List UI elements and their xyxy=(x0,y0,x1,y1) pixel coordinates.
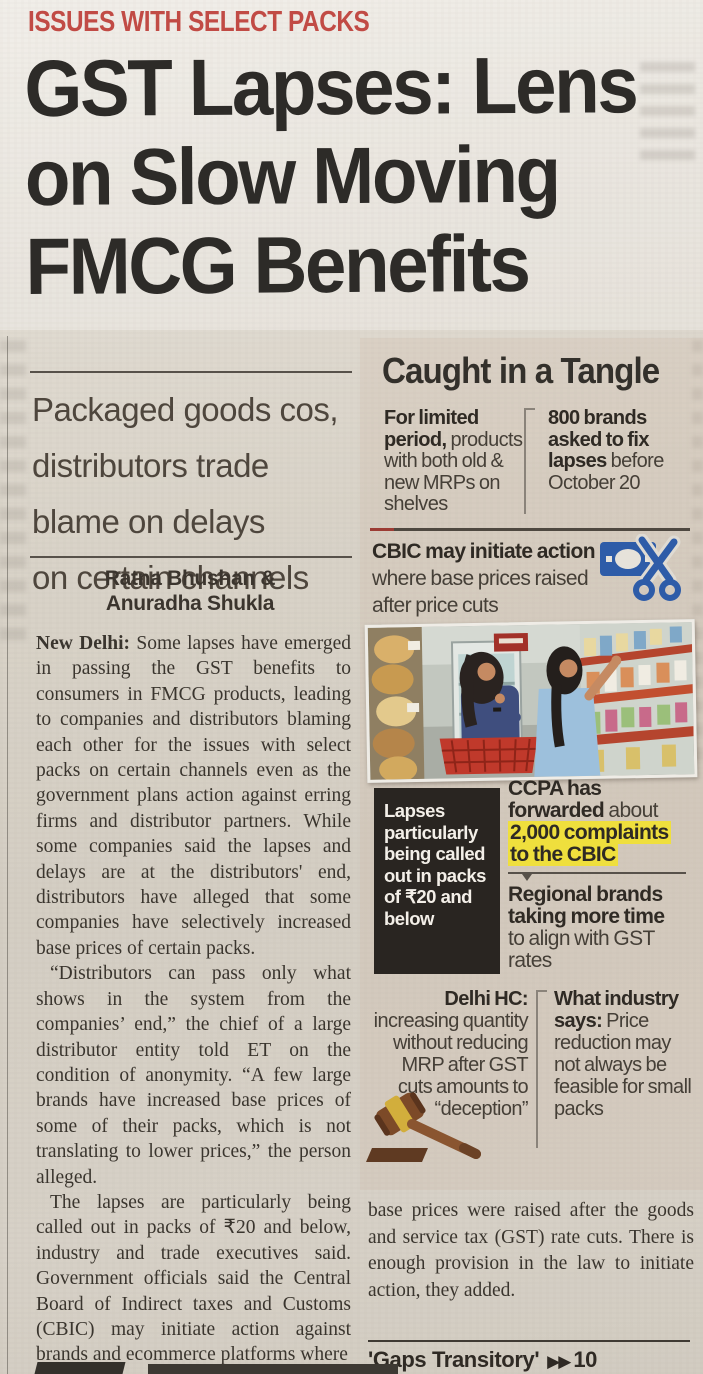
body-paragraph-2: “Distributors can pass only what shows i… xyxy=(36,963,351,1188)
column-divider-line xyxy=(7,336,8,1374)
fact-limited-period: For limited period, products with both o… xyxy=(384,407,523,515)
gavel-icon xyxy=(366,1078,484,1171)
standfirst-line: on certain channels xyxy=(32,559,309,596)
dateline: New Delhi: xyxy=(36,633,131,654)
section-rule xyxy=(370,528,690,531)
fact-cbic-action: CBIC may initiate action where base pric… xyxy=(372,540,596,617)
byline: Ratna Bhushan & Anuradha Shukla xyxy=(30,566,350,616)
footer-rule xyxy=(368,1340,690,1342)
ccpa-rule xyxy=(508,872,686,881)
fact-regional-brands: Regional brands taking more time to alig… xyxy=(508,883,665,972)
standfirst-line: distributors trade xyxy=(32,447,269,484)
subhead-rule-top xyxy=(30,371,352,373)
photo-supermarket-shoppers xyxy=(364,619,698,783)
jump-page-number: 10 xyxy=(573,1347,597,1372)
fact-ccpa-complaints: CCPA has forwarded about 2,000 complaint… xyxy=(508,777,671,866)
fact-delhi-hc: Delhi HC: increasing quantity without re… xyxy=(373,988,529,1120)
article-body: New Delhi: Some lapses have emerged in p… xyxy=(36,631,351,1367)
fact-industry-says: What industry says: Price reduction may … xyxy=(554,988,692,1120)
byline-line: Anuradha Shukla xyxy=(105,592,275,615)
jump-arrows-icon: ▶▶ xyxy=(547,1352,571,1372)
fact-800-brands: 800 brands asked to fix lapses before Oc… xyxy=(548,407,664,494)
article-body-continuation: base prices were raised after the goods … xyxy=(368,1200,694,1301)
jump-reference: 'Gaps Transitory' ▶▶ 10 xyxy=(368,1347,597,1373)
subhead-rule-bottom xyxy=(30,556,352,558)
standfirst-line: Packaged goods cos, xyxy=(32,391,339,428)
byline-line: Ratna Bhushan & xyxy=(104,567,276,590)
cutoff-bar-left xyxy=(34,1362,126,1374)
kicker: ISSUES WITH SELECT PACKS xyxy=(28,6,370,38)
headline-line-2: on Slow Moving xyxy=(24,129,559,223)
headline: GST Lapses: Lens on Slow Moving FMCG Ben… xyxy=(24,40,684,311)
black-callout-box: Lapses particularly being called out in … xyxy=(374,788,500,974)
body-paragraph-1: New Delhi: Some lapses have emerged in p… xyxy=(36,633,351,959)
infographic-title: Caught in a Tangle xyxy=(382,350,660,391)
cutoff-bar-right xyxy=(148,1364,398,1374)
standfirst-line: blame on delays xyxy=(32,503,265,540)
standfirst: Packaged goods cos, distributors trade b… xyxy=(32,382,339,606)
fact-divider-line xyxy=(536,990,547,1148)
body-paragraph-3: The lapses are particularly being called… xyxy=(36,1191,351,1366)
fact-divider-line xyxy=(524,408,535,514)
rule-notch xyxy=(522,874,532,881)
bleed-through xyxy=(0,340,26,640)
headline-line-3: FMCG Benefits xyxy=(25,218,529,312)
money-scissors-icon xyxy=(598,533,686,611)
headline-line-1: GST Lapses: Lens xyxy=(24,40,637,134)
highlighted-text: 2,000 complaints to the CBIC xyxy=(508,821,671,866)
